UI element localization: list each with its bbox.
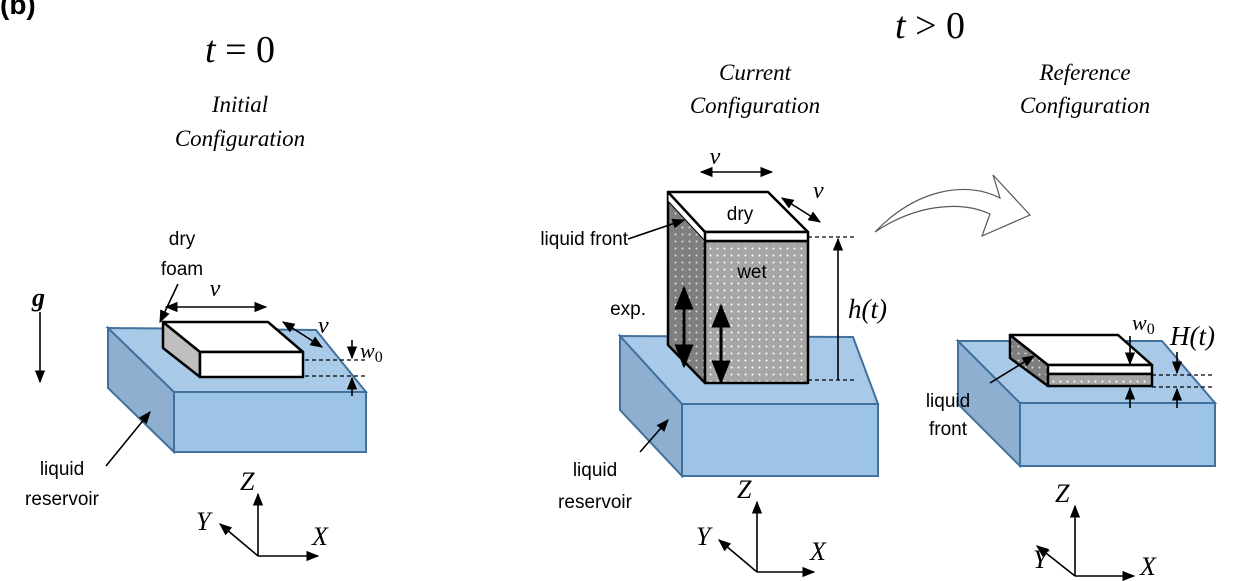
axis-label: Z xyxy=(1055,479,1070,508)
panel-title: Reference xyxy=(1038,60,1130,85)
front-label: front xyxy=(929,419,968,440)
depth-label: v xyxy=(813,178,824,204)
depth-label: v xyxy=(318,313,329,339)
time-relation: > 0 xyxy=(915,5,965,47)
height-label: H(t) xyxy=(1169,321,1215,351)
thickness-sub: 0 xyxy=(375,349,383,366)
time-label: t > 0 xyxy=(895,5,965,47)
dry-label: dry xyxy=(727,204,754,225)
pointer-arrow xyxy=(160,284,178,322)
axis-label: X xyxy=(809,537,827,566)
time-symbol: t xyxy=(205,29,217,71)
reservoir-front xyxy=(682,404,878,476)
axis-label: X xyxy=(311,522,329,551)
time-label: t = 0 xyxy=(205,29,275,71)
width-label: v xyxy=(210,276,221,302)
figure: (b) t = 0 Initial Configuration dry foam… xyxy=(0,0,1243,581)
time-symbol: t xyxy=(895,5,907,47)
axis xyxy=(719,540,757,572)
axis-label: Z xyxy=(240,467,255,496)
foam-front-dry xyxy=(1048,365,1152,374)
thickness-label: w0 xyxy=(360,338,383,366)
panel-title: Current xyxy=(719,60,792,85)
reservoir-front xyxy=(174,392,366,452)
reservoir-label: reservoir xyxy=(558,492,633,513)
gravity-label: g xyxy=(31,283,45,312)
foam-front-wet xyxy=(1048,374,1152,386)
pointer-arrow xyxy=(106,412,150,466)
reservoir-front xyxy=(1020,403,1215,466)
foam-front-dry xyxy=(705,232,808,241)
front-label: liquid front xyxy=(540,229,628,250)
axis-label: X xyxy=(1139,552,1157,581)
wet-label: wet xyxy=(736,262,767,283)
thickness-base: w xyxy=(360,338,375,363)
thickness-base: w xyxy=(1132,310,1147,335)
height-label: h(t) xyxy=(848,294,887,324)
time-relation: = 0 xyxy=(225,29,275,71)
panel-title: Initial xyxy=(211,92,268,117)
foam-front xyxy=(200,352,303,377)
foam-label: foam xyxy=(161,259,203,280)
axis-label: Y xyxy=(196,507,213,536)
panel-title: Configuration xyxy=(1020,93,1150,118)
axis-label: Y xyxy=(1033,545,1050,574)
expansion-label: exp. xyxy=(610,299,646,320)
foam-label: dry xyxy=(169,229,196,250)
axis xyxy=(220,524,258,556)
reservoir-label: reservoir xyxy=(25,489,100,510)
thickness-sub: 0 xyxy=(1147,321,1155,338)
width-label: v xyxy=(710,144,721,170)
axis-label: Z xyxy=(737,475,752,504)
thickness-label: w0 xyxy=(1132,310,1155,338)
axis-label: Y xyxy=(696,522,713,551)
panel-title: Configuration xyxy=(690,93,820,118)
reservoir-label: liquid xyxy=(40,459,84,480)
front-label: liquid xyxy=(926,391,970,412)
reservoir-label: liquid xyxy=(573,460,617,481)
figure-label: (b) xyxy=(0,0,36,20)
panel-title: Configuration xyxy=(175,126,305,151)
transition-arrow xyxy=(875,175,1030,236)
